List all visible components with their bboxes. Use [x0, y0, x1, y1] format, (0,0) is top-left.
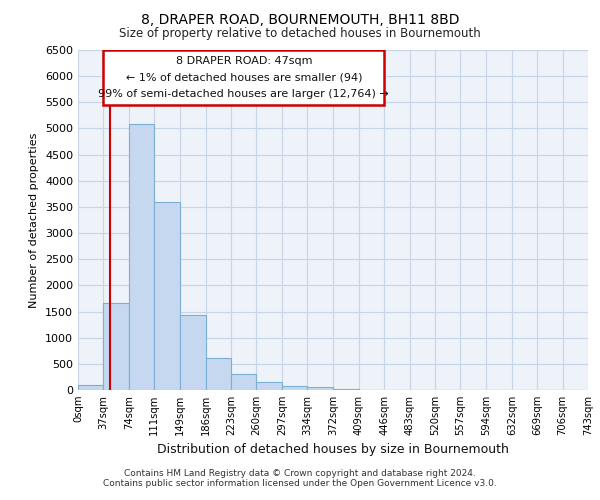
- Bar: [256, 382, 282, 390]
- Bar: [282, 386, 307, 390]
- Text: Size of property relative to detached houses in Bournemouth: Size of property relative to detached ho…: [119, 28, 481, 40]
- Text: ← 1% of detached houses are smaller (94): ← 1% of detached houses are smaller (94): [125, 72, 362, 83]
- Bar: [307, 388, 332, 390]
- FancyBboxPatch shape: [103, 50, 384, 105]
- Text: Distribution of detached houses by size in Bournemouth: Distribution of detached houses by size …: [157, 442, 509, 456]
- Bar: [103, 302, 129, 390]
- Bar: [206, 358, 231, 390]
- Bar: [129, 124, 154, 390]
- Bar: [180, 315, 206, 390]
- Bar: [78, 385, 103, 390]
- Bar: [231, 374, 256, 390]
- Text: Contains public sector information licensed under the Open Government Licence v3: Contains public sector information licen…: [103, 478, 497, 488]
- Text: 8 DRAPER ROAD: 47sqm: 8 DRAPER ROAD: 47sqm: [176, 56, 312, 66]
- Text: Contains HM Land Registry data © Crown copyright and database right 2024.: Contains HM Land Registry data © Crown c…: [124, 468, 476, 477]
- Text: 8, DRAPER ROAD, BOURNEMOUTH, BH11 8BD: 8, DRAPER ROAD, BOURNEMOUTH, BH11 8BD: [141, 12, 459, 26]
- Y-axis label: Number of detached properties: Number of detached properties: [29, 132, 40, 308]
- Bar: [154, 202, 179, 390]
- Text: 99% of semi-detached houses are larger (12,764) →: 99% of semi-detached houses are larger (…: [98, 89, 389, 99]
